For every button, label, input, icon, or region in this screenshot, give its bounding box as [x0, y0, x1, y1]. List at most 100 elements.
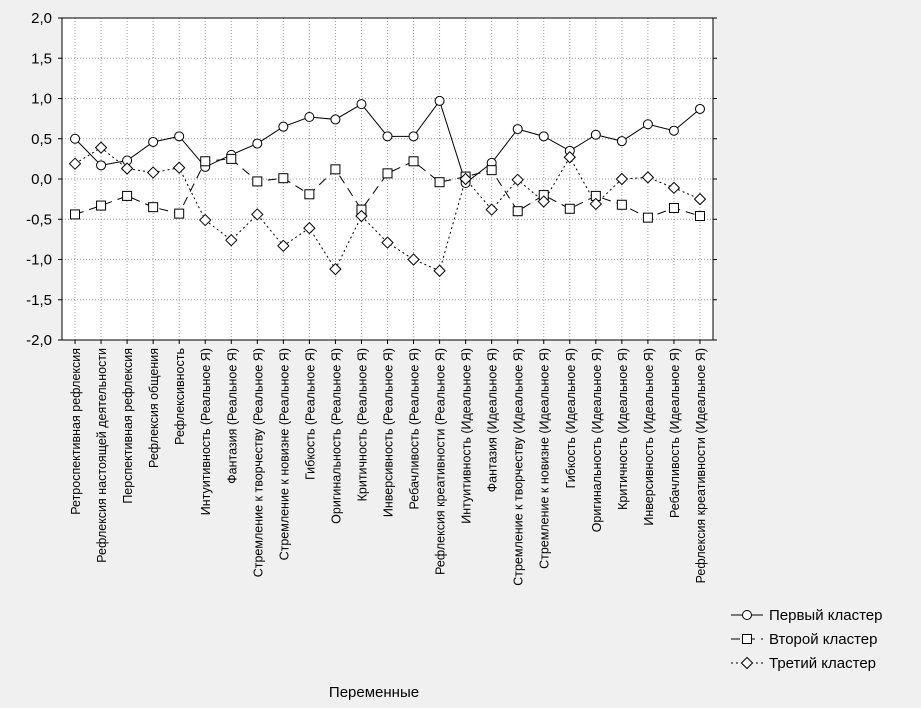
series-1-point: [304, 112, 315, 123]
series-1-point: [330, 114, 341, 125]
x-tick-label: Рефлексия общения: [147, 348, 161, 468]
series-3-point: [172, 161, 186, 174]
series-3-point: [199, 213, 212, 227]
series-2-point: [200, 156, 211, 167]
series-1-point: [616, 136, 627, 147]
x-tick-label: Интуитивность (Реальное Я): [199, 348, 213, 515]
series-3-point: [433, 264, 446, 277]
series-2-point: [434, 177, 445, 188]
series-1-point: [590, 129, 601, 140]
x-axis-label: Переменные: [329, 684, 419, 701]
series-3-point: [641, 171, 655, 184]
y-tick-label: -1,5: [26, 292, 52, 309]
legend-marker: [742, 610, 752, 620]
series-2-point: [278, 173, 289, 184]
x-tick-label: Фантазия (Идеальное Я): [486, 348, 500, 492]
legend-label: Первый кластер: [769, 607, 882, 624]
series-3-point: [563, 151, 576, 164]
series-2-point: [408, 156, 419, 167]
series-3-point: [94, 141, 108, 154]
series-3-point: [693, 192, 707, 206]
series-2-point: [616, 199, 627, 210]
y-tick-label: 1,5: [31, 50, 52, 67]
series-3-point: [459, 172, 472, 186]
x-tick-label: Критичность (Идеальное Я): [616, 348, 630, 510]
series-1-point: [668, 125, 679, 136]
x-tick-label: Инверсивность (Реальное Я): [382, 348, 396, 517]
series-3-point: [485, 203, 498, 216]
series-3-point: [667, 181, 681, 195]
series-2-point: [148, 202, 159, 213]
series-1-point: [148, 136, 159, 147]
series-2-point: [226, 153, 237, 164]
series-1-point: [96, 160, 107, 171]
series-2-point: [70, 209, 81, 220]
x-tick-label: Рефлексия креативности (Реальное Я): [434, 348, 448, 575]
x-tick-label: Гибкость (Идеальное Я): [564, 348, 578, 488]
x-tick-label: Стремление к творчеству (Реальное Я): [251, 348, 265, 577]
series-3-point: [329, 262, 342, 276]
x-tick-label: Рефлексия креативности (Идеальное Я): [694, 348, 708, 583]
series-2-point: [694, 211, 705, 222]
legend-marker: [742, 634, 752, 644]
series-3-point: [303, 221, 316, 235]
series-1-point: [252, 138, 263, 149]
series-3-point: [120, 162, 134, 175]
y-tick-label: 2,0: [31, 10, 52, 27]
series-1-point: [434, 95, 445, 106]
series-2-point: [174, 208, 185, 219]
series-2-point: [382, 168, 393, 179]
series-1-point: [694, 103, 705, 114]
x-tick-label: Рефлексия настоящей деятельности: [95, 348, 109, 563]
series-1-point: [356, 99, 367, 110]
x-tick-label: Стремление к творчеству (Идеальное Я): [512, 348, 526, 586]
series-3-point: [589, 197, 603, 211]
series-2-point: [304, 189, 315, 200]
x-tick-label: Гибкость (Реальное Я): [303, 348, 317, 480]
series-2-point: [96, 200, 107, 211]
x-tick-label: Рефлексивность: [173, 348, 187, 445]
x-tick-label: Стремление к новизне (Реальное Я): [277, 348, 291, 560]
series-3-point: [225, 233, 238, 247]
legend-marker: [740, 656, 754, 670]
x-tick-label: Оригинальность (Реальное Я): [329, 348, 343, 524]
x-tick-label: Перспективная рефлексия: [121, 348, 135, 504]
series-2-point: [330, 164, 341, 175]
series-3-point: [407, 253, 420, 266]
series-3-point: [511, 173, 524, 187]
x-tick-label: Ретроспективная рефлексия: [69, 348, 83, 515]
x-tick-label: Инверсивность (Идеальное Я): [642, 348, 656, 526]
series-3-point: [537, 195, 550, 208]
series-1-point: [174, 131, 185, 142]
series-3-point: [251, 208, 264, 221]
x-tick-label: Ребачливость (Реальное Я): [408, 348, 422, 509]
series-2-point: [564, 203, 575, 214]
y-tick-label: -2,0: [26, 332, 52, 349]
y-tick-label: 1,0: [31, 91, 52, 108]
y-tick-label: -0,5: [26, 211, 52, 228]
series-2-point: [512, 206, 523, 217]
y-tick-label: 0,5: [31, 131, 52, 148]
series-3-point: [146, 166, 160, 179]
series-1-point: [278, 121, 289, 132]
x-tick-label: Стремление к новизне (Идеальное Я): [538, 348, 552, 569]
series-3-point: [355, 209, 368, 223]
x-tick-label: Оригинальность (Идеальное Я): [590, 348, 604, 532]
legend-label: Второй кластер: [769, 631, 878, 648]
legend-label: Третий кластер: [769, 655, 876, 672]
series-1-point: [408, 131, 419, 142]
series-2-point: [252, 176, 263, 187]
series-3-point: [381, 236, 394, 249]
y-tick-label: -1,0: [26, 252, 52, 269]
series-1-point: [382, 131, 393, 142]
series-3-point: [277, 239, 290, 253]
series-1-point: [512, 124, 523, 135]
series-2-point: [642, 212, 653, 223]
series-2-point: [122, 190, 133, 201]
x-tick-label: Ребачливость (Идеальное Я): [668, 348, 682, 518]
series-2-point: [486, 165, 497, 176]
series-2-point: [668, 202, 679, 213]
series-1-point: [538, 131, 549, 142]
y-tick-label: 0,0: [31, 171, 52, 188]
